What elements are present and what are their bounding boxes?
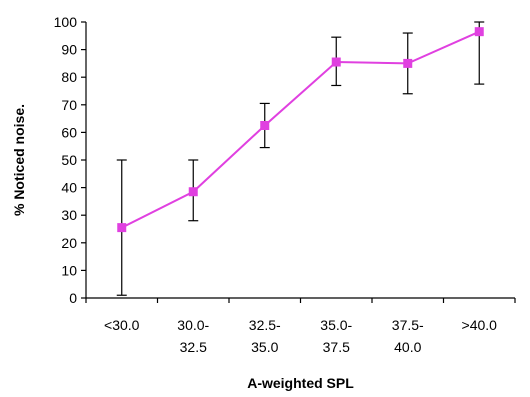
x-tick-label: 37.5- 40.0 xyxy=(392,317,424,355)
y-tick-label: 70 xyxy=(61,97,77,113)
data-point xyxy=(331,57,341,67)
x-tick-label-line: 35.0- xyxy=(320,317,352,333)
data-point xyxy=(117,223,127,233)
x-tick-label-line: 32.5- xyxy=(249,317,281,333)
data-point xyxy=(403,58,413,68)
y-tick-label: 60 xyxy=(61,124,77,140)
x-tick-label-line: 40.0 xyxy=(394,339,421,355)
y-tick-label: 100 xyxy=(54,14,78,30)
y-tick-label: 10 xyxy=(61,262,77,278)
y-tick-label: 90 xyxy=(61,42,77,58)
y-axis-ticks: 0 10 20 30 40 50 60 70 80 90 100 xyxy=(54,14,86,306)
data-point xyxy=(474,27,484,37)
y-tick-label: 50 xyxy=(61,152,77,168)
x-tick-label: <30.0 xyxy=(104,317,140,333)
y-tick-label: 0 xyxy=(69,290,77,306)
series-markers xyxy=(117,27,484,233)
x-tick-label-line: <30.0 xyxy=(104,317,140,333)
x-tick-label: 32.5- 35.0 xyxy=(249,317,281,355)
y-tick-label: 40 xyxy=(61,180,77,196)
data-point xyxy=(188,187,198,197)
error-bars xyxy=(116,21,485,296)
x-tick-label-line: 35.0 xyxy=(251,339,278,355)
x-tick-label: 30.0- 32.5 xyxy=(177,317,209,355)
series-line xyxy=(121,30,480,229)
x-tick-label-line: 37.5 xyxy=(323,339,350,355)
x-tick-label: >40.0 xyxy=(462,317,498,333)
y-tick-label: 20 xyxy=(61,235,77,251)
x-tick-label-line: 32.5 xyxy=(180,339,207,355)
x-tick-label: 35.0- 37.5 xyxy=(320,317,352,355)
data-point xyxy=(260,121,270,130)
x-tick-label-line: 37.5- xyxy=(392,317,424,333)
x-tick-label-line: 30.0- xyxy=(177,317,209,333)
x-axis-ticks: <30.0 30.0- 32.5 32.5- 35.0 35.0- 37.5 37.5- 40.… xyxy=(85,298,516,355)
y-tick-label: 30 xyxy=(61,207,77,223)
y-tick-label: 80 xyxy=(61,69,77,85)
x-tick-label-line: >40.0 xyxy=(462,317,498,333)
y-axis-title: % Noticed noise. xyxy=(11,104,27,216)
x-axis-title: A-weighted SPL xyxy=(247,375,354,391)
